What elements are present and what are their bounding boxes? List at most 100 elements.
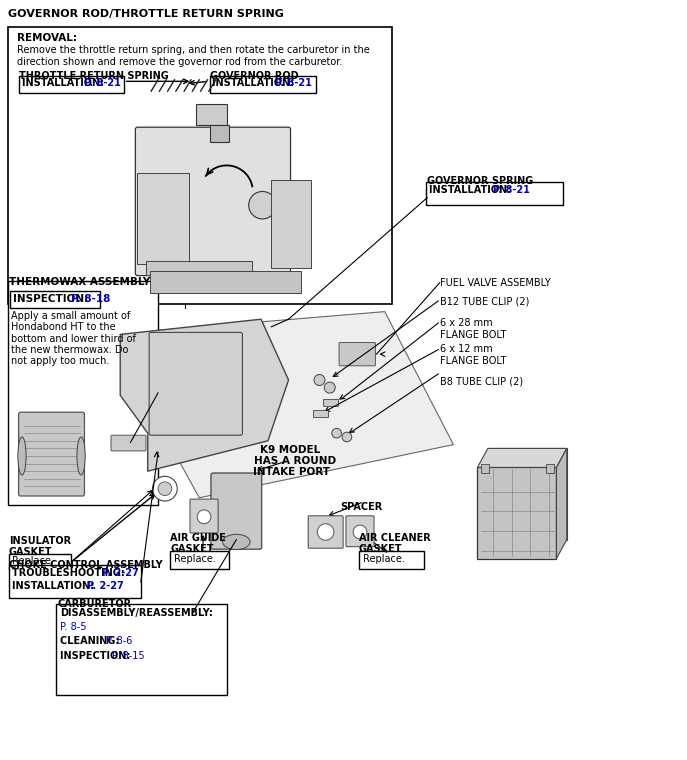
Text: Replace.: Replace. <box>12 556 54 566</box>
Text: GASKET: GASKET <box>359 544 402 554</box>
Text: THERMOWAX ASSEMBLY: THERMOWAX ASSEMBLY <box>9 277 150 287</box>
Text: P. 8-6: P. 8-6 <box>106 636 133 646</box>
Ellipse shape <box>18 437 26 475</box>
Polygon shape <box>556 448 567 559</box>
Text: P. 8-18: P. 8-18 <box>71 294 110 304</box>
FancyBboxPatch shape <box>339 343 375 366</box>
Bar <box>8 27 392 304</box>
Bar <box>481 464 489 473</box>
Text: the new thermowax. Do: the new thermowax. Do <box>11 345 128 355</box>
Text: Replace.: Replace. <box>363 554 405 564</box>
Text: INSTALLATION:: INSTALLATION: <box>12 581 98 591</box>
Circle shape <box>249 192 276 219</box>
Bar <box>313 410 328 417</box>
Text: REMOVAL:: REMOVAL: <box>17 33 77 43</box>
Text: B12 TUBE CLIP (2): B12 TUBE CLIP (2) <box>440 296 529 306</box>
Text: CARBURETOR: CARBURETOR <box>57 599 131 609</box>
Text: Replace.: Replace. <box>174 554 216 564</box>
Text: INSTALLATION:: INSTALLATION: <box>429 185 515 195</box>
Text: P. 8-21: P. 8-21 <box>84 78 121 87</box>
Text: GASKET: GASKET <box>170 544 214 554</box>
Text: FLANGE BOLT: FLANGE BOLT <box>440 330 506 340</box>
Text: SPACER: SPACER <box>340 502 382 511</box>
Circle shape <box>153 477 177 501</box>
Bar <box>9 565 141 598</box>
Text: DISASSEMBLY/REASSEMBLY:: DISASSEMBLY/REASSEMBLY: <box>60 608 214 618</box>
Bar <box>488 448 567 540</box>
Text: not apply too much.: not apply too much. <box>11 356 109 366</box>
Text: FLANGE BOLT: FLANGE BOLT <box>440 356 506 366</box>
Bar <box>146 261 252 275</box>
Text: INSPECTION:: INSPECTION: <box>60 651 134 660</box>
Circle shape <box>317 524 334 540</box>
FancyBboxPatch shape <box>308 516 343 548</box>
Text: TROUBLESHOOTING:: TROUBLESHOOTING: <box>12 568 128 578</box>
Polygon shape <box>110 312 453 498</box>
FancyBboxPatch shape <box>19 412 85 496</box>
Bar <box>210 76 316 93</box>
Circle shape <box>353 525 367 539</box>
Circle shape <box>332 429 341 438</box>
FancyBboxPatch shape <box>111 435 146 451</box>
Text: P. 2-27: P. 2-27 <box>102 568 138 578</box>
Text: bottom and lower third of: bottom and lower third of <box>11 334 136 344</box>
Text: GOVERNOR ROD/THROTTLE RETURN SPRING: GOVERNOR ROD/THROTTLE RETURN SPRING <box>8 9 284 19</box>
Text: P. 8-5: P. 8-5 <box>60 622 87 632</box>
FancyBboxPatch shape <box>135 127 291 276</box>
Text: CHOKE CONTROL ASSEMBLY: CHOKE CONTROL ASSEMBLY <box>9 560 163 570</box>
Circle shape <box>324 382 335 393</box>
Text: FUEL VALVE ASSEMBLY: FUEL VALVE ASSEMBLY <box>440 278 550 288</box>
Circle shape <box>314 375 325 385</box>
Text: AIR GUIDE: AIR GUIDE <box>170 533 226 543</box>
Bar <box>56 604 227 695</box>
FancyBboxPatch shape <box>346 516 374 546</box>
Text: Remove the throttle return spring, and then rotate the carburetor in the: Remove the throttle return spring, and t… <box>17 45 370 55</box>
Circle shape <box>158 482 172 496</box>
Text: P. 8-21: P. 8-21 <box>493 185 530 195</box>
Text: GASKET: GASKET <box>9 547 52 557</box>
Text: INSTALLATION:: INSTALLATION: <box>212 78 297 87</box>
Text: HAS A ROUND: HAS A ROUND <box>254 456 337 466</box>
FancyBboxPatch shape <box>211 473 262 549</box>
Bar <box>546 464 554 473</box>
Polygon shape <box>120 319 289 471</box>
Text: P. 8-15: P. 8-15 <box>112 651 144 660</box>
Text: direction shown and remove the governor rod from the carburetor.: direction shown and remove the governor … <box>17 57 343 67</box>
Text: B8 TUBE CLIP (2): B8 TUBE CLIP (2) <box>440 376 523 386</box>
FancyBboxPatch shape <box>190 499 218 533</box>
Text: AIR CLEANER: AIR CLEANER <box>359 533 430 543</box>
Bar <box>137 173 189 264</box>
Text: THROTTLE RETURN SPRING: THROTTLE RETURN SPRING <box>19 71 169 81</box>
Text: INSTALLATION:: INSTALLATION: <box>22 78 107 87</box>
Bar <box>170 551 229 569</box>
Bar <box>10 291 100 308</box>
Text: 6 x 28 mm: 6 x 28 mm <box>440 318 493 328</box>
Bar <box>323 399 338 406</box>
Bar <box>426 182 563 205</box>
Text: INSPECTION:: INSPECTION: <box>13 294 92 304</box>
Text: K9 MODEL: K9 MODEL <box>260 445 320 454</box>
Text: Apply a small amount of: Apply a small amount of <box>11 311 131 321</box>
Bar <box>477 467 556 559</box>
Bar <box>210 125 229 142</box>
Text: 6 x 12 mm: 6 x 12 mm <box>440 344 493 354</box>
Bar <box>150 271 301 293</box>
Bar <box>271 180 311 268</box>
Text: GOVERNOR SPRING: GOVERNOR SPRING <box>427 176 534 186</box>
Bar <box>19 76 124 93</box>
Text: CLEANING:: CLEANING: <box>60 636 123 646</box>
Bar <box>9 554 71 570</box>
Bar <box>8 281 158 505</box>
Text: INTAKE PORT: INTAKE PORT <box>253 467 330 477</box>
Ellipse shape <box>223 534 250 549</box>
Text: INSULATOR: INSULATOR <box>9 536 71 546</box>
Text: Hondabond HT to the: Hondabond HT to the <box>11 322 115 332</box>
Text: GOVERNOR ROD: GOVERNOR ROD <box>210 71 298 81</box>
Polygon shape <box>477 448 567 467</box>
Bar <box>359 551 424 569</box>
Ellipse shape <box>77 437 85 475</box>
Circle shape <box>197 510 211 524</box>
Circle shape <box>342 432 352 442</box>
Bar <box>196 104 227 125</box>
Text: P. 8-21: P. 8-21 <box>275 78 312 87</box>
